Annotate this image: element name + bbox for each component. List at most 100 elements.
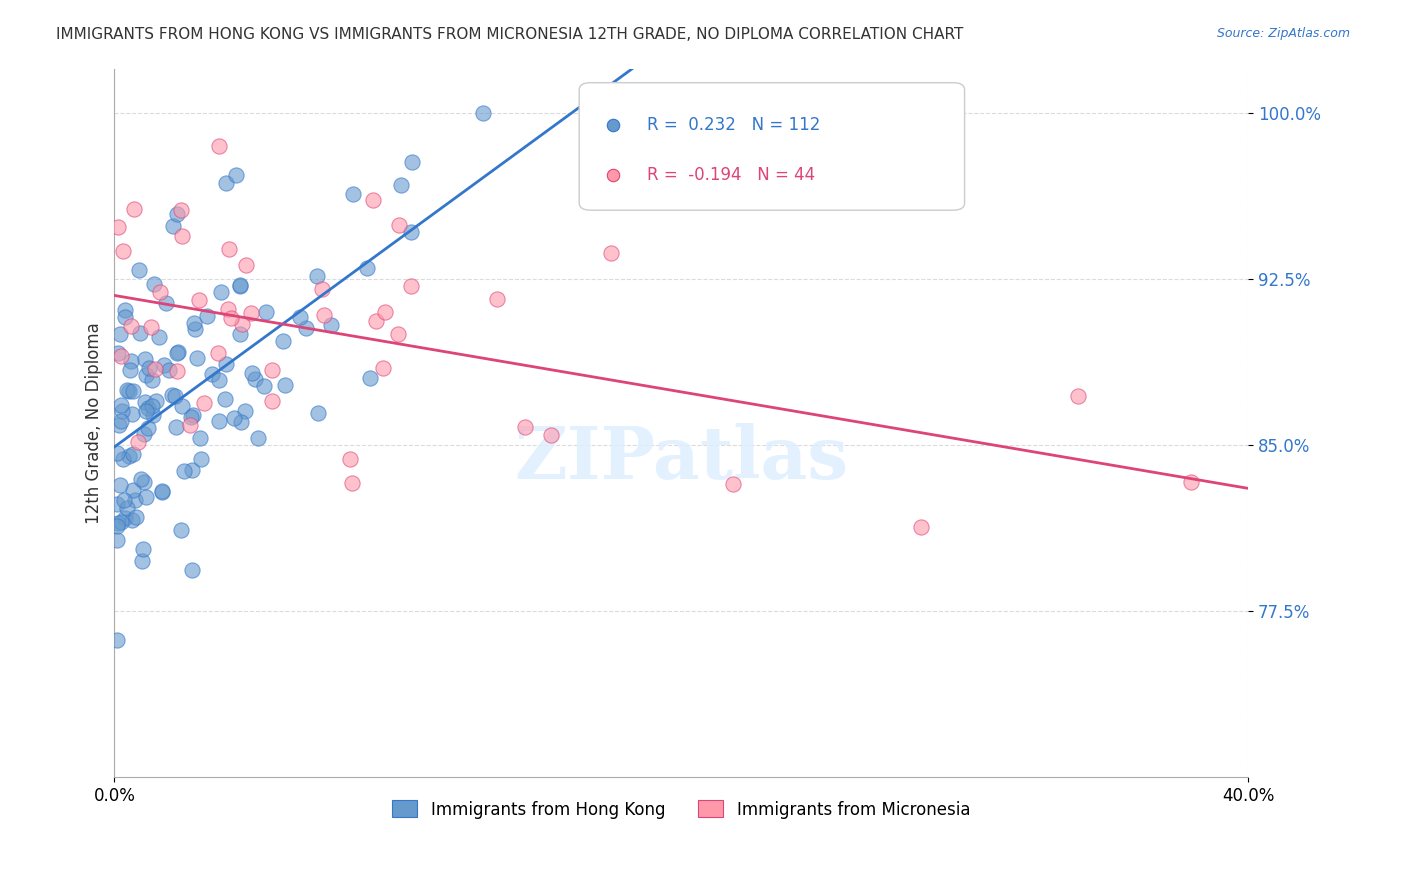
Point (181, 409, 204, 423)
Point (135, 403, 157, 417)
Point (128, 262, 150, 277)
Point (121, 407, 143, 421)
Point (214, 392, 236, 406)
Point (136, 401, 159, 415)
Point (112, 492, 135, 507)
Point (135, 491, 157, 505)
Point (163, 389, 186, 403)
Point (132, 542, 155, 557)
Point (225, 168, 247, 182)
Point (239, 306, 262, 320)
Point (110, 515, 132, 529)
Point (152, 358, 174, 372)
Point (218, 242, 240, 256)
Point (105, 518, 128, 533)
Point (107, 516, 129, 531)
Point (401, 155, 423, 169)
Point (401, 225, 423, 239)
Point (122, 483, 145, 497)
Point (162, 219, 184, 233)
Point (105, 533, 128, 548)
Point (114, 310, 136, 325)
Point (149, 285, 172, 299)
Point (361, 194, 384, 208)
Point (207, 139, 229, 153)
Point (180, 463, 202, 477)
Point (132, 475, 155, 489)
Point (155, 296, 177, 310)
Point (131, 554, 153, 568)
Point (136, 421, 159, 435)
Point (170, 523, 193, 537)
Point (110, 414, 132, 428)
Point (214, 357, 236, 371)
Point (184, 322, 207, 336)
Point (356, 261, 378, 276)
Point (201, 367, 224, 381)
Point (143, 362, 166, 376)
Point (166, 345, 188, 359)
Point (295, 320, 318, 334)
Point (359, 370, 381, 384)
Text: R =  0.232   N = 112: R = 0.232 N = 112 (647, 116, 821, 134)
Point (118, 384, 141, 398)
Point (112, 451, 135, 466)
Point (114, 511, 136, 525)
Point (228, 278, 250, 293)
Point (340, 475, 363, 490)
Point (157, 363, 180, 377)
Point (219, 310, 242, 325)
Point (243, 372, 266, 386)
Point (254, 305, 277, 319)
Point (166, 364, 188, 378)
Point (181, 563, 204, 577)
Point (399, 279, 422, 293)
Point (273, 334, 295, 348)
Point (1350, 438, 1372, 452)
Point (613, 105, 636, 120)
Point (114, 303, 136, 318)
Point (165, 420, 187, 434)
Point (180, 410, 202, 425)
Point (120, 363, 142, 377)
Point (125, 510, 148, 524)
Point (208, 414, 231, 428)
Point (599, 246, 621, 260)
Y-axis label: 12th Grade, No Diploma: 12th Grade, No Diploma (86, 322, 103, 524)
Point (1067, 389, 1090, 403)
Point (115, 383, 138, 397)
Point (132, 427, 155, 442)
Point (253, 379, 276, 393)
Point (217, 301, 239, 316)
Point (121, 354, 143, 368)
Point (308, 406, 330, 420)
Point (215, 177, 238, 191)
Point (485, 292, 508, 306)
Point (105, 497, 128, 511)
Point (721, 476, 744, 491)
Point (231, 415, 253, 429)
Point (371, 361, 394, 376)
Point (166, 207, 188, 221)
Text: R =  -0.194   N = 44: R = -0.194 N = 44 (647, 166, 815, 184)
Point (262, 362, 284, 376)
Point (122, 447, 145, 461)
Point (108, 417, 131, 432)
Point (152, 485, 174, 500)
Point (145, 394, 167, 409)
Point (179, 418, 201, 433)
Point (118, 450, 141, 464)
Point (1180, 475, 1202, 490)
Point (134, 395, 156, 409)
Point (229, 279, 252, 293)
Point (166, 345, 188, 359)
Point (122, 384, 145, 399)
Point (141, 373, 163, 387)
Point (107, 220, 129, 235)
Point (321, 318, 343, 332)
Point (111, 404, 134, 418)
Point (108, 478, 131, 492)
Point (131, 472, 153, 486)
Point (173, 464, 195, 478)
Point (288, 310, 311, 324)
